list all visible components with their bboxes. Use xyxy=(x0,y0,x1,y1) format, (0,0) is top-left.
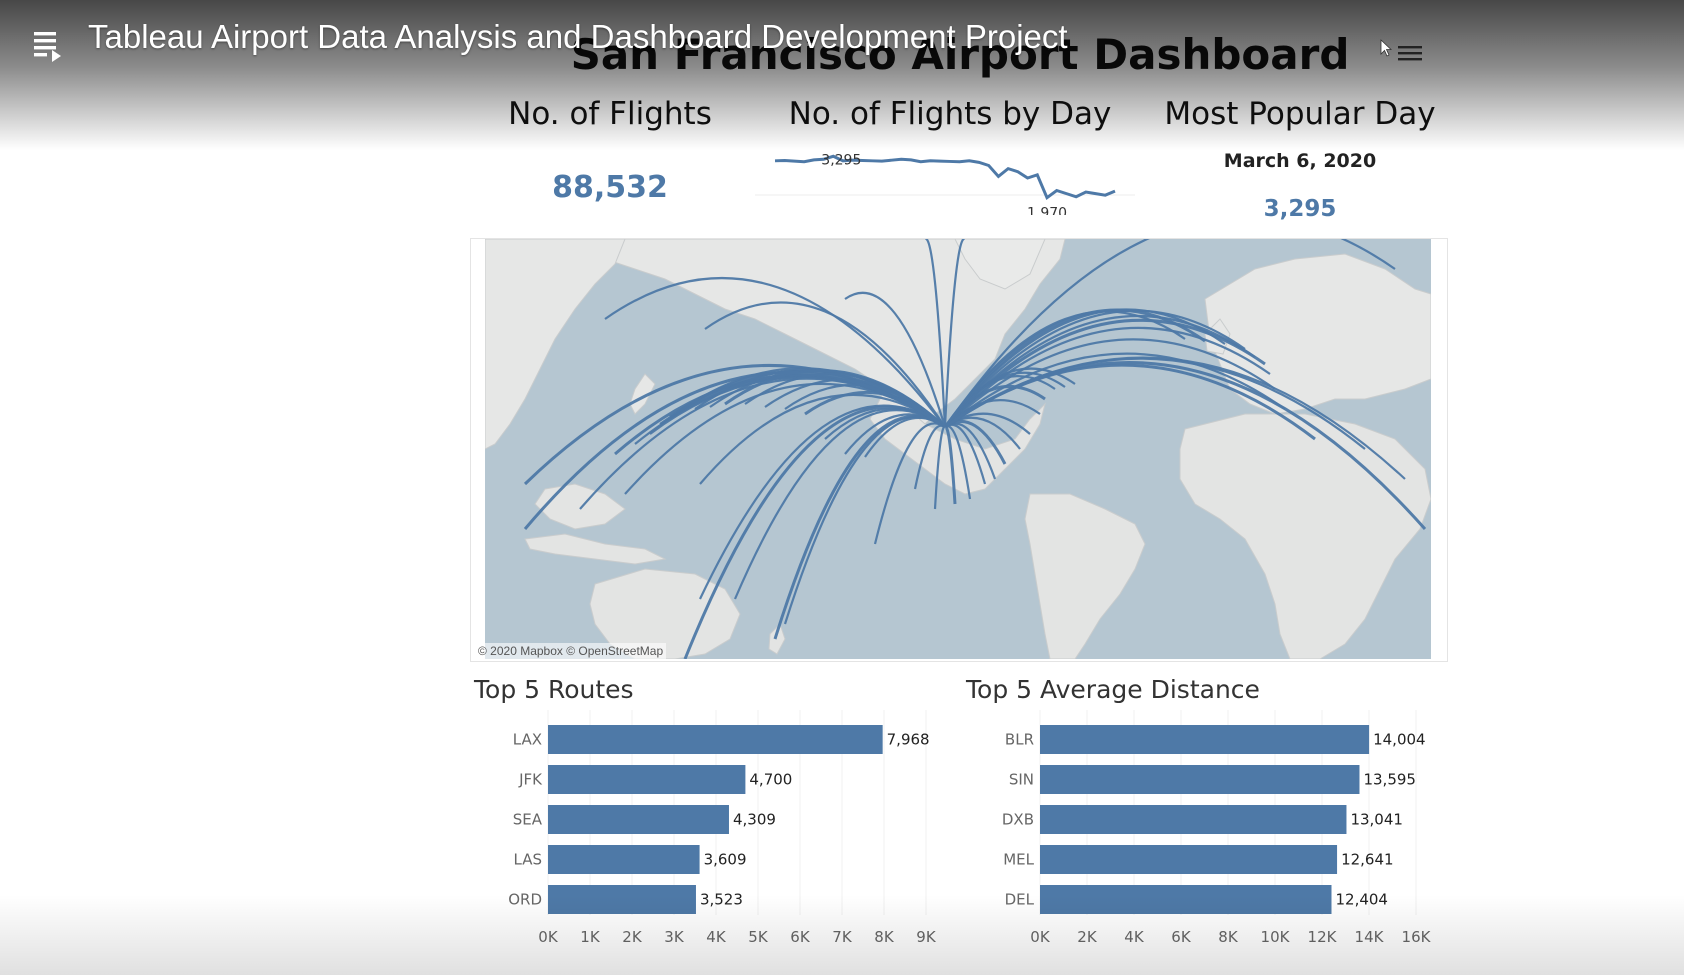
route-arc xyxy=(773,414,946,640)
data-label: 3,523 xyxy=(700,891,743,909)
data-label: 12,404 xyxy=(1335,891,1388,909)
data-label: 14,004 xyxy=(1373,731,1426,749)
bar xyxy=(548,765,746,794)
route-arc xyxy=(944,361,1427,530)
top-distance-chart[interactable]: 0K 2K 4K 6K 8K 10K 12K 14K 16K BLR 14,004 SIN 13,595… xyxy=(966,710,1446,950)
bar xyxy=(548,845,700,874)
route-map[interactable]: © 2020 Mapbox © OpenStreetMap xyxy=(470,238,1448,662)
axis-tick-label: 10K xyxy=(1261,928,1291,946)
bar xyxy=(1040,765,1360,794)
kpi-popular-date: March 6, 2020 xyxy=(1223,150,1377,172)
video-title[interactable]: Tableau Airport Data Analysis and Dashbo… xyxy=(88,18,1068,55)
sparkline-max-label: 3,295 xyxy=(821,152,861,168)
bar xyxy=(1040,805,1347,834)
category-label: LAS xyxy=(514,851,542,869)
flights-by-day-sparkline[interactable]: 3,295 1,970 xyxy=(755,145,1135,215)
axis-tick-label: 2K xyxy=(1077,928,1098,946)
category-label: LAX xyxy=(513,731,542,749)
axis-tick-label: 5K xyxy=(748,928,769,946)
axis-tick-label: 4K xyxy=(1124,928,1145,946)
category-label: DEL xyxy=(1005,891,1035,909)
kpi-by-day-title: No. of Flights by Day xyxy=(788,96,1112,132)
axis-tick-label: 2K xyxy=(622,928,643,946)
data-label: 4,700 xyxy=(749,771,792,789)
sparkline-min-label: 1,970 xyxy=(1027,206,1067,215)
axis-tick-label: 14K xyxy=(1355,928,1385,946)
axis-tick-label: 8K xyxy=(874,928,895,946)
route-arc xyxy=(943,318,1266,429)
map-credit: © 2020 Mapbox © OpenStreetMap xyxy=(475,643,667,659)
axis-tick-label: 1K xyxy=(580,928,601,946)
data-label: 13,041 xyxy=(1350,811,1403,829)
axis-tick-label: 0K xyxy=(1030,928,1051,946)
bar xyxy=(1040,885,1332,914)
route-arc xyxy=(944,326,1271,428)
land-indonesia xyxy=(524,533,667,565)
land-asia xyxy=(485,239,626,450)
route-arc xyxy=(844,291,947,428)
playlist-icon[interactable] xyxy=(30,26,70,66)
top-routes-chart[interactable]: 0K 1K 2K 3K 4K 5K 6K 7K 8K 9K LAX 7,968 JFK 4,700 SEA 4… xyxy=(474,710,954,950)
category-label: JFK xyxy=(518,771,543,789)
axis-tick-label: 0K xyxy=(538,928,559,946)
bar xyxy=(548,805,729,834)
category-label: SEA xyxy=(513,811,543,829)
data-label: 3,609 xyxy=(704,851,747,869)
route-map-canvas[interactable] xyxy=(485,239,1431,659)
route-arc xyxy=(944,315,1256,428)
category-label: BLR xyxy=(1005,731,1034,749)
route-arc xyxy=(944,309,1246,428)
route-arc xyxy=(704,301,946,428)
axis-tick-label: 8K xyxy=(1218,928,1239,946)
route-arc xyxy=(925,239,947,428)
route-arc xyxy=(944,338,1276,428)
land-europe xyxy=(1204,253,1431,415)
kpi-flights-value: 88,532 xyxy=(552,170,668,205)
bar xyxy=(1040,845,1338,874)
land-se-asia xyxy=(534,483,626,530)
axis-tick-label: 12K xyxy=(1308,928,1338,946)
axis-tick-label: 4K xyxy=(706,928,727,946)
kpi-popular-title: Most Popular Day xyxy=(1164,96,1436,132)
axis-tick-label: 16K xyxy=(1402,928,1432,946)
axis-tick-label: 6K xyxy=(790,928,811,946)
route-arc xyxy=(944,239,1396,428)
route-arc xyxy=(699,404,946,600)
bar xyxy=(1040,725,1370,754)
axis-tick-label: 3K xyxy=(664,928,685,946)
route-arc xyxy=(873,422,946,545)
top-routes-title: Top 5 Routes xyxy=(474,675,634,704)
route-arc xyxy=(604,277,946,428)
data-label: 12,641 xyxy=(1341,851,1394,869)
route-arc xyxy=(943,308,1206,428)
category-label: SIN xyxy=(1009,771,1034,789)
category-label: ORD xyxy=(508,891,542,909)
bar xyxy=(548,725,883,754)
route-arc xyxy=(944,352,1286,428)
route-arc xyxy=(943,239,965,428)
land-south-america xyxy=(1024,493,1146,659)
top-distance-title: Top 5 Average Distance xyxy=(966,675,1260,704)
sparkline-series xyxy=(774,154,1116,201)
kpi-popular-value: 3,295 xyxy=(1263,196,1337,222)
route-lines[interactable] xyxy=(523,239,1427,659)
axis-tick-label: 7K xyxy=(832,928,853,946)
kpi-flights-title: No. of Flights xyxy=(508,96,712,132)
axis-tick-label: 6K xyxy=(1171,928,1192,946)
land-africa xyxy=(1179,413,1431,659)
route-arc xyxy=(523,370,946,530)
data-label: 4,309 xyxy=(733,811,776,829)
land-greenland xyxy=(954,239,1046,290)
route-arc xyxy=(733,409,946,600)
data-label: 7,968 xyxy=(887,731,930,749)
category-label: MEL xyxy=(1003,851,1034,869)
category-label: DXB xyxy=(1002,811,1034,829)
axis-tick-label: 9K xyxy=(916,928,937,946)
menu-icon[interactable] xyxy=(1380,38,1424,68)
route-arc xyxy=(804,390,946,429)
data-label: 13,595 xyxy=(1363,771,1416,789)
bar xyxy=(548,885,696,914)
